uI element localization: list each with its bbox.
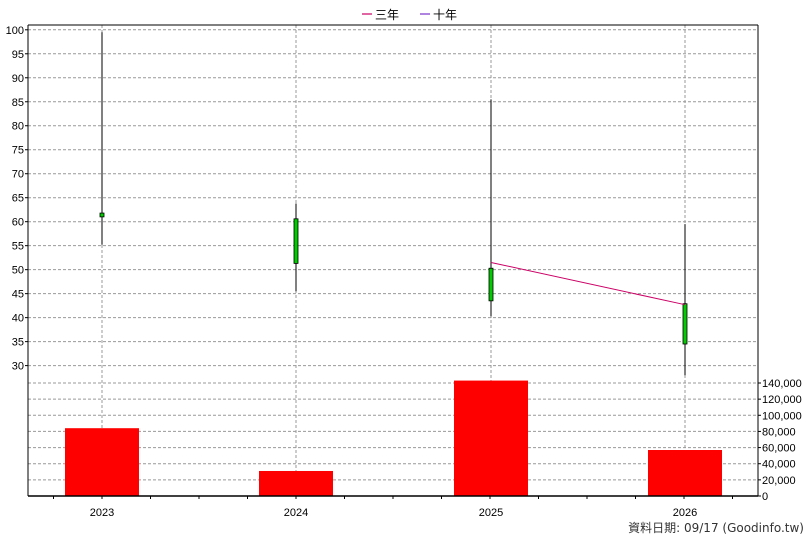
volume-bar-2023 [65,428,139,496]
price-tick-label: 90 [12,73,24,85]
price-tick-label: 55 [12,241,24,253]
volume-bar-2026 [648,449,722,496]
x-tick-label-2026: 2026 [673,507,697,519]
price-tick-label: 75 [12,145,24,157]
price-tick-label: 70 [12,169,24,181]
price-tick-label: 95 [12,49,24,61]
legend: 三年 十年 [362,8,457,22]
price-tick-label: 85 [12,97,24,109]
grid [28,25,758,496]
volume-tick-label: 60,000 [762,443,796,455]
candle-body-2025 [488,267,494,302]
axes: 30 35 40 45 50 55 60 65 70 75 80 85 90 95 100 0 20,000 40… [6,25,802,519]
legend-label-1: 十年 [433,8,457,22]
price-tick-label: 80 [12,121,24,133]
average-lines [490,261,686,306]
volume-tick-label: 20,000 [762,475,796,487]
price-tick-label: 60 [12,217,24,229]
volume-tick-label: 140,000 [762,378,802,390]
volume-bars [65,380,722,496]
x-tick-label-2025: 2025 [479,507,503,519]
avg-line-0 [490,261,686,306]
candle-body-2026 [682,303,688,345]
price-tick-label: 65 [12,193,24,205]
candles [99,32,688,376]
price-tick-label: 40 [12,313,24,325]
data-date-footer: 資料日期: 09/17 (Goodinfo.tw) [628,521,804,535]
x-tick-label-2024: 2024 [284,507,308,519]
candle-body-2024 [293,218,299,264]
price-tick-label: 35 [12,337,24,349]
volume-tick-label: 100,000 [762,410,802,422]
price-tick-label: 100 [6,25,24,37]
x-tick-label-2023: 2023 [90,507,114,519]
volume-tick-label: 40,000 [762,459,796,471]
volume-tick-label: 0 [762,491,768,503]
candle-body-2023 [99,212,105,218]
volume-tick-label: 120,000 [762,394,802,406]
volume-bar-2025 [454,380,528,496]
plot-frame [27,24,759,497]
volume-bar-2024 [259,470,333,496]
price-tick-label: 30 [12,361,24,373]
volume-tick-label: 80,000 [762,426,796,438]
price-tick-label: 50 [12,265,24,277]
legend-label-0: 三年 [375,8,399,22]
price-tick-label: 45 [12,289,24,301]
